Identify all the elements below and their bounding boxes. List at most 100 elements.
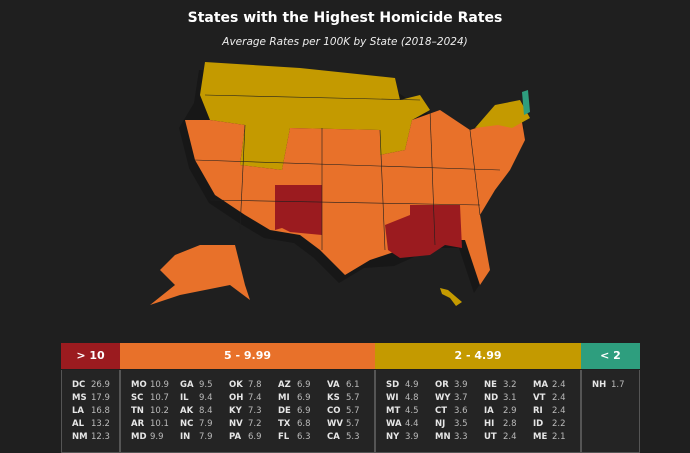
state-code: ID — [533, 419, 544, 429]
state-value: 3.9 — [454, 380, 468, 390]
state-value: 10.1 — [150, 419, 169, 429]
state-code: ND — [484, 393, 499, 403]
state-value: 12.3 — [91, 432, 110, 442]
state-code: FL — [278, 432, 290, 442]
state-value: 4.5 — [405, 406, 419, 416]
region-hawaii — [440, 288, 462, 306]
state-code: LA — [72, 406, 84, 416]
state-code: AR — [131, 419, 145, 429]
state-value: 2.1 — [552, 432, 566, 442]
state-code: IA — [484, 406, 494, 416]
state-code: NH — [592, 380, 607, 390]
state-code: WI — [386, 393, 399, 403]
state-value: 16.8 — [91, 406, 110, 416]
state-value: 9.4 — [199, 393, 213, 403]
state-value: 5.7 — [346, 419, 360, 429]
state-value: 3.9 — [405, 432, 419, 442]
state-code: MO — [131, 380, 147, 390]
state-code: WY — [435, 393, 451, 403]
state-code: MN — [435, 432, 451, 442]
state-code: KY — [229, 406, 242, 416]
legend-header: 5 - 9.99 — [120, 343, 375, 369]
state-value: 5.3 — [346, 432, 360, 442]
state-code: CO — [327, 406, 341, 416]
state-value: 4.9 — [405, 380, 419, 390]
state-code: UT — [484, 432, 497, 442]
state-value: 9.9 — [150, 432, 164, 442]
state-code: MA — [533, 380, 549, 390]
state-value: 3.7 — [454, 393, 468, 403]
state-code: NV — [229, 419, 243, 429]
state-value: 5.7 — [346, 393, 360, 403]
state-value: 3.3 — [454, 432, 468, 442]
region-south — [385, 205, 462, 258]
state-value: 26.9 — [91, 380, 110, 390]
state-value: 3.2 — [503, 380, 517, 390]
state-value: 2.8 — [503, 419, 517, 429]
state-code: VA — [327, 380, 340, 390]
state-value: 2.2 — [552, 419, 566, 429]
state-code: MT — [386, 406, 401, 416]
state-code: IL — [180, 393, 189, 403]
state-code: SC — [131, 393, 144, 403]
region-nm — [275, 185, 322, 235]
state-code: CT — [435, 406, 448, 416]
state-code: HI — [484, 419, 495, 429]
state-value: 9.5 — [199, 380, 213, 390]
state-code: OR — [435, 380, 449, 390]
state-code: NM — [72, 432, 88, 442]
state-value: 3.5 — [454, 419, 468, 429]
state-value: 7.4 — [248, 393, 262, 403]
state-value: 6.9 — [248, 432, 262, 442]
state-borders — [194, 94, 501, 251]
state-code: AZ — [278, 380, 291, 390]
state-value: 2.4 — [503, 432, 517, 442]
state-code: KS — [327, 393, 340, 403]
state-code: VT — [533, 393, 546, 403]
state-value: 2.4 — [552, 380, 566, 390]
state-value: 3.1 — [503, 393, 517, 403]
legend-box — [375, 370, 581, 453]
state-code: CA — [327, 432, 340, 442]
map — [150, 62, 530, 306]
region-nh — [522, 90, 530, 115]
state-code: ME — [533, 432, 548, 442]
state-value: 2.9 — [503, 406, 517, 416]
state-value: 6.9 — [297, 393, 311, 403]
legend-box — [61, 370, 120, 453]
state-value: 8.4 — [199, 406, 213, 416]
region-alaska — [150, 245, 250, 305]
state-value: 7.8 — [248, 380, 262, 390]
state-code: AL — [72, 419, 84, 429]
state-code: NE — [484, 380, 497, 390]
state-value: 10.7 — [150, 393, 169, 403]
state-value: 7.3 — [248, 406, 262, 416]
state-code: RI — [533, 406, 543, 416]
state-code: TN — [131, 406, 144, 416]
state-value: 6.9 — [297, 406, 311, 416]
state-code: SD — [386, 380, 400, 390]
state-value: 1.7 — [611, 380, 625, 390]
state-value: 2.4 — [552, 393, 566, 403]
state-value: 6.9 — [297, 380, 311, 390]
state-code: WA — [386, 419, 402, 429]
title: States with the Highest Homicide Rates — [187, 10, 503, 26]
state-code: DC — [72, 380, 86, 390]
state-code: PA — [229, 432, 242, 442]
state-code: NC — [180, 419, 194, 429]
region-northeast — [475, 100, 530, 128]
state-code: DE — [278, 406, 291, 416]
state-value: 10.9 — [150, 380, 169, 390]
state-value: 7.9 — [199, 419, 213, 429]
region-main — [185, 110, 525, 285]
state-code: AK — [180, 406, 194, 416]
state-value: 13.2 — [91, 419, 110, 429]
state-code: IN — [180, 432, 191, 442]
state-value: 10.2 — [150, 406, 169, 416]
state-code: GA — [180, 380, 194, 390]
state-code: MI — [278, 393, 290, 403]
state-code: MD — [131, 432, 147, 442]
region-north — [200, 62, 430, 170]
legend-header: < 2 — [581, 343, 640, 369]
state-value: 2.4 — [552, 406, 566, 416]
